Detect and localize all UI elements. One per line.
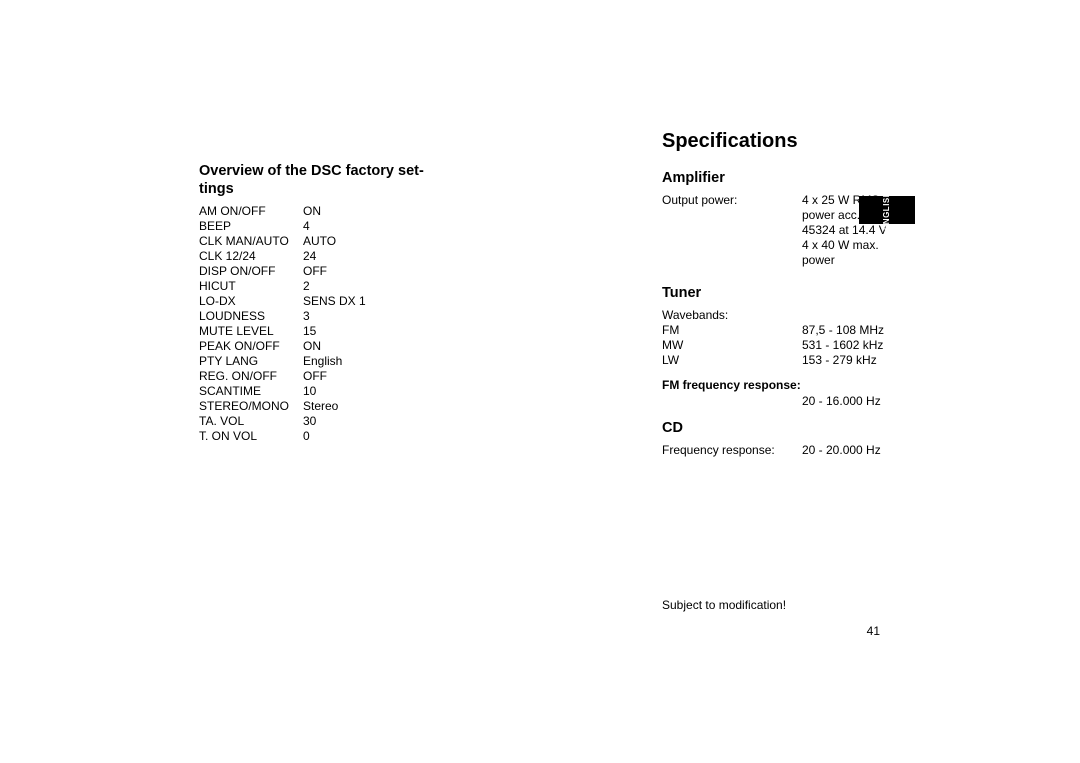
dsc-value: 10 — [303, 384, 479, 399]
amp-key: Output power: — [662, 193, 802, 208]
cd-heading: CD — [662, 419, 942, 437]
amp-key — [662, 223, 802, 238]
dsc-row: REG. ON/OFFOFF — [199, 369, 479, 384]
heading-line-2: tings — [199, 181, 234, 197]
tuner-row: MW531 - 1602 kHz — [662, 338, 942, 353]
fm-freq-table: 20 - 16.000 Hz — [662, 394, 942, 409]
dsc-key: T. ON VOL — [199, 429, 303, 444]
dsc-value: OFF — [303, 264, 479, 279]
left-column: Overview of the DSC factory set- tings A… — [199, 162, 479, 444]
cd-value: 20 - 20.000 Hz — [802, 443, 942, 458]
dsc-key: CLK MAN/AUTO — [199, 234, 303, 249]
tuner-key: FM — [662, 323, 802, 338]
fm-freq-heading: FM frequency response: — [662, 378, 942, 392]
dsc-row: DISP ON/OFFOFF — [199, 264, 479, 279]
right-column: Specifications Amplifier Output power: 4 … — [662, 130, 942, 458]
amp-key — [662, 238, 802, 253]
dsc-value: Stereo — [303, 399, 479, 414]
language-tab-label: ENGLISH — [883, 190, 892, 229]
tuner-value — [802, 308, 942, 323]
specifications-title: Specifications — [662, 130, 942, 153]
dsc-value: 4 — [303, 219, 479, 234]
tuner-value: 87,5 - 108 MHz — [802, 323, 942, 338]
dsc-value: 3 — [303, 309, 479, 324]
dsc-value: OFF — [303, 369, 479, 384]
dsc-row: AM ON/OFFON — [199, 204, 479, 219]
dsc-key: LOUDNESS — [199, 309, 303, 324]
dsc-key: AM ON/OFF — [199, 204, 303, 219]
dsc-row: HICUT2 — [199, 279, 479, 294]
dsc-value: 0 — [303, 429, 479, 444]
dsc-key: CLK 12/24 — [199, 249, 303, 264]
dsc-row: LO-DXSENS DX 1 — [199, 294, 479, 309]
modification-note: Subject to modification! — [662, 598, 786, 612]
tuner-sub-value: 20 - 16.000 Hz — [802, 394, 942, 409]
dsc-settings-table: AM ON/OFFONBEEP4CLK MAN/AUTOAUTOCLK 12/2… — [199, 204, 479, 444]
dsc-row: PTY LANGEnglish — [199, 354, 479, 369]
dsc-key: HICUT — [199, 279, 303, 294]
amp-key — [662, 253, 802, 268]
amp-row: 4 x 40 W max. — [662, 238, 942, 253]
tuner-row: FM87,5 - 108 MHz — [662, 323, 942, 338]
dsc-value: 24 — [303, 249, 479, 264]
tuner-sub-key — [662, 394, 802, 409]
dsc-key: TA. VOL — [199, 414, 303, 429]
heading-line-1: Overview of the DSC factory set- — [199, 163, 424, 179]
dsc-row: LOUDNESS3 — [199, 309, 479, 324]
dsc-row: SCANTIME10 — [199, 384, 479, 399]
dsc-value: 2 — [303, 279, 479, 294]
dsc-key: PTY LANG — [199, 354, 303, 369]
document-page: Overview of the DSC factory set- tings A… — [0, 0, 1080, 763]
amplifier-heading: Amplifier — [662, 169, 942, 187]
amp-value: power — [802, 253, 942, 268]
dsc-row: CLK MAN/AUTOAUTO — [199, 234, 479, 249]
tuner-value: 153 - 279 kHz — [802, 353, 942, 368]
tuner-heading: Tuner — [662, 284, 942, 302]
amp-row: power — [662, 253, 942, 268]
cd-row: Frequency response:20 - 20.000 Hz — [662, 443, 942, 458]
dsc-key: SCANTIME — [199, 384, 303, 399]
language-tab: ENGLISH — [859, 196, 915, 224]
dsc-value: AUTO — [303, 234, 479, 249]
tuner-row: Wavebands: — [662, 308, 942, 323]
dsc-key: BEEP — [199, 219, 303, 234]
amp-row: 45324 at 14.4 V — [662, 223, 942, 238]
dsc-value: 15 — [303, 324, 479, 339]
dsc-key: REG. ON/OFF — [199, 369, 303, 384]
dsc-key: MUTE LEVEL — [199, 324, 303, 339]
dsc-row: MUTE LEVEL15 — [199, 324, 479, 339]
dsc-value: English — [303, 354, 479, 369]
cd-key: Frequency response: — [662, 443, 802, 458]
tuner-row: LW153 - 279 kHz — [662, 353, 942, 368]
tuner-value: 531 - 1602 kHz — [802, 338, 942, 353]
tuner-key: LW — [662, 353, 802, 368]
dsc-row: PEAK ON/OFFON — [199, 339, 479, 354]
amp-value: 45324 at 14.4 V — [802, 223, 942, 238]
dsc-row: CLK 12/2424 — [199, 249, 479, 264]
page-number: 41 — [867, 624, 880, 638]
dsc-value: SENS DX 1 — [303, 294, 479, 309]
tuner-sub-row: 20 - 16.000 Hz — [662, 394, 942, 409]
tuner-table: Wavebands:FM87,5 - 108 MHzMW531 - 1602 k… — [662, 308, 942, 368]
tuner-key: MW — [662, 338, 802, 353]
dsc-key: LO-DX — [199, 294, 303, 309]
tuner-key: Wavebands: — [662, 308, 802, 323]
dsc-key: STEREO/MONO — [199, 399, 303, 414]
cd-table: Frequency response:20 - 20.000 Hz — [662, 443, 942, 458]
dsc-key: PEAK ON/OFF — [199, 339, 303, 354]
amp-value: 4 x 40 W max. — [802, 238, 942, 253]
dsc-row: BEEP4 — [199, 219, 479, 234]
dsc-value: ON — [303, 339, 479, 354]
dsc-value: 30 — [303, 414, 479, 429]
dsc-key: DISP ON/OFF — [199, 264, 303, 279]
dsc-row: STEREO/MONOStereo — [199, 399, 479, 414]
dsc-heading: Overview of the DSC factory set- tings — [199, 162, 479, 198]
dsc-row: T. ON VOL0 — [199, 429, 479, 444]
dsc-row: TA. VOL30 — [199, 414, 479, 429]
amp-key — [662, 208, 802, 223]
dsc-value: ON — [303, 204, 479, 219]
